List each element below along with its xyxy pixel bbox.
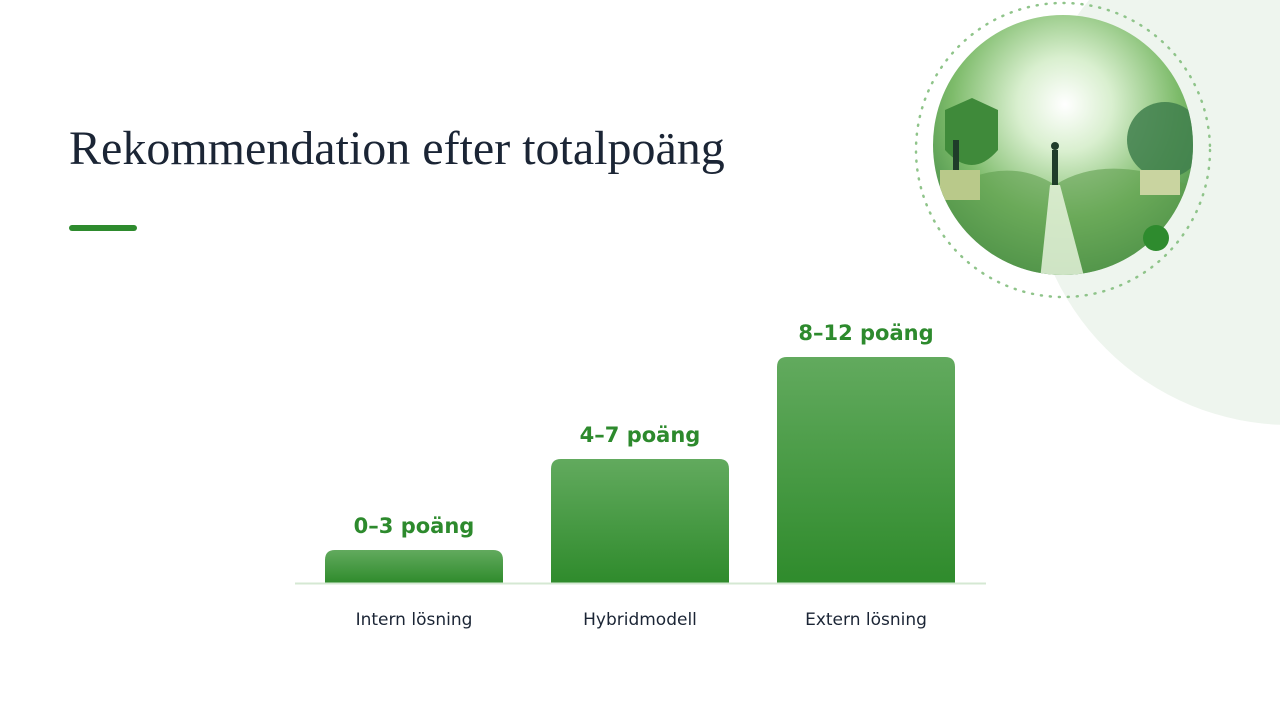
- step-bar: [325, 550, 503, 583]
- title-underline: [69, 225, 137, 231]
- accent-dot: [1143, 225, 1169, 251]
- dotted-ring: [914, 1, 1212, 299]
- step-bar: [551, 459, 729, 583]
- step-name: Hybridmodell: [583, 610, 697, 630]
- score-label: 4–7 poäng: [580, 423, 701, 447]
- step-bar: [777, 357, 955, 583]
- step-name: Extern lösning: [805, 610, 927, 630]
- step-name: Intern lösning: [356, 610, 473, 630]
- title: Rekommendation efter totalpoäng: [69, 122, 725, 175]
- score-label: 0–3 poäng: [354, 514, 475, 538]
- score-label: 8–12 poäng: [798, 321, 933, 345]
